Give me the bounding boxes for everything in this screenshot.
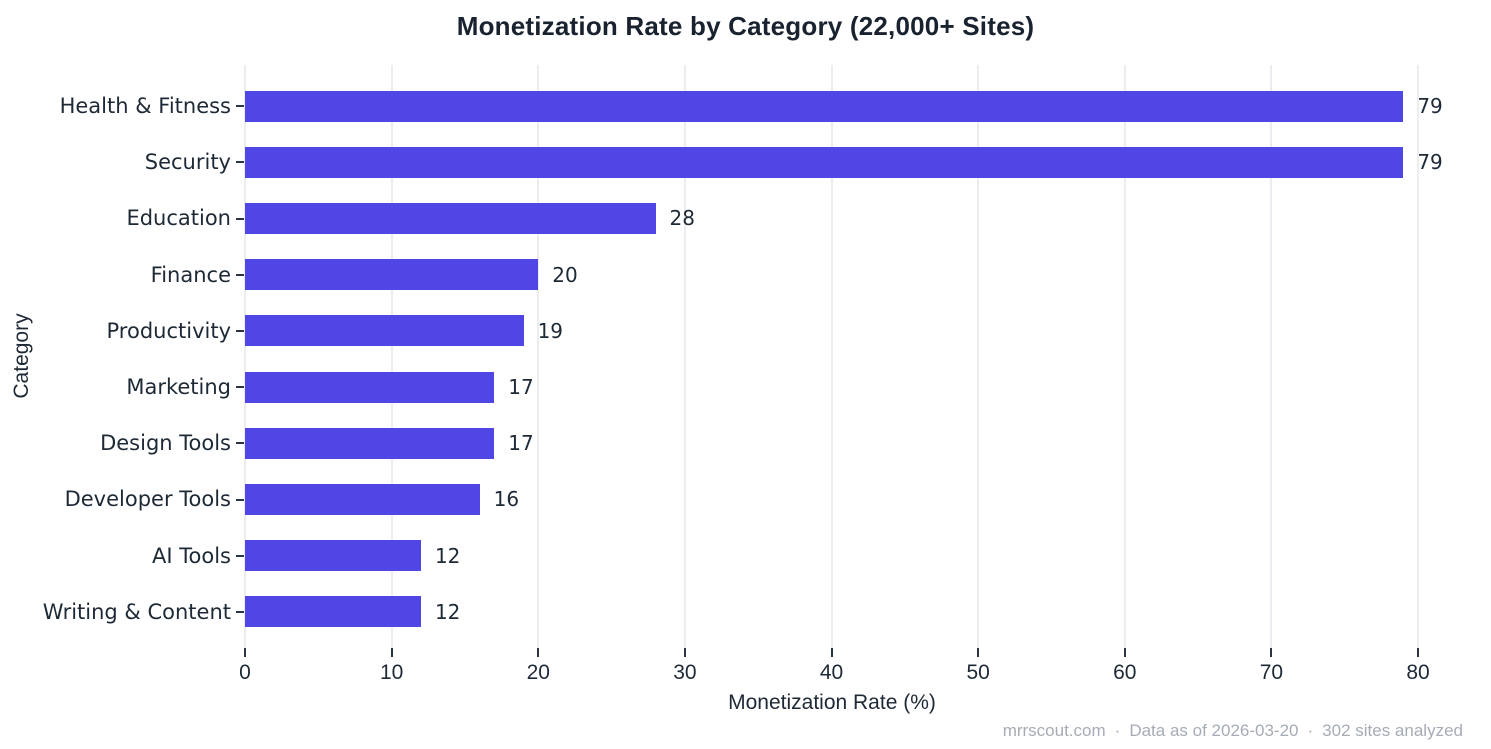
x-tick-mark-20 [537,648,540,657]
value-label-productivity: 19 [537,318,564,343]
footer-caption: mrrscout.com · Data as of 2026-03-20 · 302 s… [1003,721,1463,741]
value-label-marketing: 17 [508,375,534,399]
x-tick-label-0: 0 [239,661,251,684]
category-label-finance: Finance [150,262,231,287]
plot-area: 79 79 28 20 19 17 17 16 12 12 [244,65,1443,648]
bar-row-security: 79 [245,134,1443,190]
y-tick-mark [236,105,244,108]
gridline-x-50 [977,65,980,648]
value-label-security: 79 [1417,150,1443,175]
bar-row-ai-tools: 12 [245,528,1418,584]
footer-separator: · [1307,721,1314,740]
category-label-design-tools: Design Tools [100,431,231,456]
category-label-security: Security [144,150,231,175]
bar-finance [245,259,539,291]
bar-productivity [245,315,524,347]
bar-row-productivity: 19 [245,303,1418,359]
category-label-developer-tools: Developer Tools [64,487,231,512]
footer-source: mrrscout.com [1002,721,1106,740]
category-label-health-and-fitness: Health & Fitness [59,94,231,118]
x-tick-label-50: 50 [966,661,990,684]
y-tick-mark [236,217,244,220]
value-label-design-tools: 17 [508,431,534,456]
x-tick-label-10: 10 [379,661,404,684]
y-tick-mark [236,442,244,445]
x-tick-mark-10 [390,648,393,657]
x-tick-mark-70 [1270,648,1273,657]
bar-marketing [245,371,495,403]
category-label-marketing: Marketing [126,375,231,399]
bar-education [245,202,656,234]
category-label-productivity: Productivity [106,318,232,343]
bar-writing-and-content [245,596,421,628]
gridline-x-20 [537,65,540,648]
bar-ai-tools [245,540,421,572]
category-label-education: Education [126,206,231,231]
gridline-x-80 [1417,65,1419,648]
y-tick-mark [236,554,244,557]
bar-row-developer-tools: 16 [245,471,1418,527]
bar-health-and-fitness [245,90,1404,122]
x-tick-label-30: 30 [673,661,697,684]
bar-row-finance: 20 [245,247,1418,303]
x-axis-title: Monetization Rate (%) [728,691,936,714]
y-tick-mark [236,386,244,389]
y-tick-mark [236,329,244,332]
gridline-x-30 [683,65,686,648]
x-tick-mark-0 [244,648,246,657]
value-label-health-and-fitness: 79 [1417,94,1443,118]
footer-separator: · [1114,721,1121,740]
value-label-writing-and-content: 12 [434,599,461,624]
bar-row-marketing: 17 [245,359,1418,415]
y-tick-mark [236,273,244,276]
y-tick-mark [236,161,244,164]
value-label-education: 28 [669,206,695,231]
category-label-writing-and-content: Writing & Content [42,599,231,624]
gridline-x-10 [390,65,393,648]
x-tick-mark-30 [683,648,686,657]
value-label-finance: 20 [552,262,578,287]
gridline-x-60 [1123,65,1126,648]
bar-security [245,146,1404,178]
bar-row-writing-and-content: 12 [245,584,1418,640]
bar-row-design-tools: 17 [245,415,1418,471]
gridline-x-40 [830,65,833,648]
y-axis-title: Category [10,313,33,399]
x-tick-mark-80 [1417,648,1419,657]
x-tick-mark-50 [977,648,980,657]
x-tick-label-20: 20 [526,661,550,684]
bar-design-tools [245,427,495,459]
footer-data-date: Data as of 2026-03-20 [1129,721,1299,740]
x-tick-label-40: 40 [819,661,844,684]
bar-developer-tools [245,483,480,515]
x-tick-label-70: 70 [1259,661,1284,684]
footer-sites-count: 302 sites analyzed [1322,721,1463,740]
x-tick-mark-40 [830,648,833,657]
x-tick-mark-60 [1123,648,1126,657]
value-label-developer-tools: 16 [493,487,520,512]
gridline-x-70 [1270,65,1273,648]
gridline-x-0 [244,65,246,648]
bar-row-health-and-fitness: 79 [245,78,1443,134]
value-label-ai-tools: 12 [434,543,461,568]
bar-row-education: 28 [245,190,1418,246]
chart-title: Monetization Rate by Category (22,000+ S… [456,11,1035,41]
x-tick-label-60: 60 [1113,661,1137,684]
category-label-ai-tools: AI Tools [152,543,231,568]
y-tick-mark [236,498,244,501]
x-tick-label-80: 80 [1406,661,1430,684]
y-tick-mark [236,610,244,613]
